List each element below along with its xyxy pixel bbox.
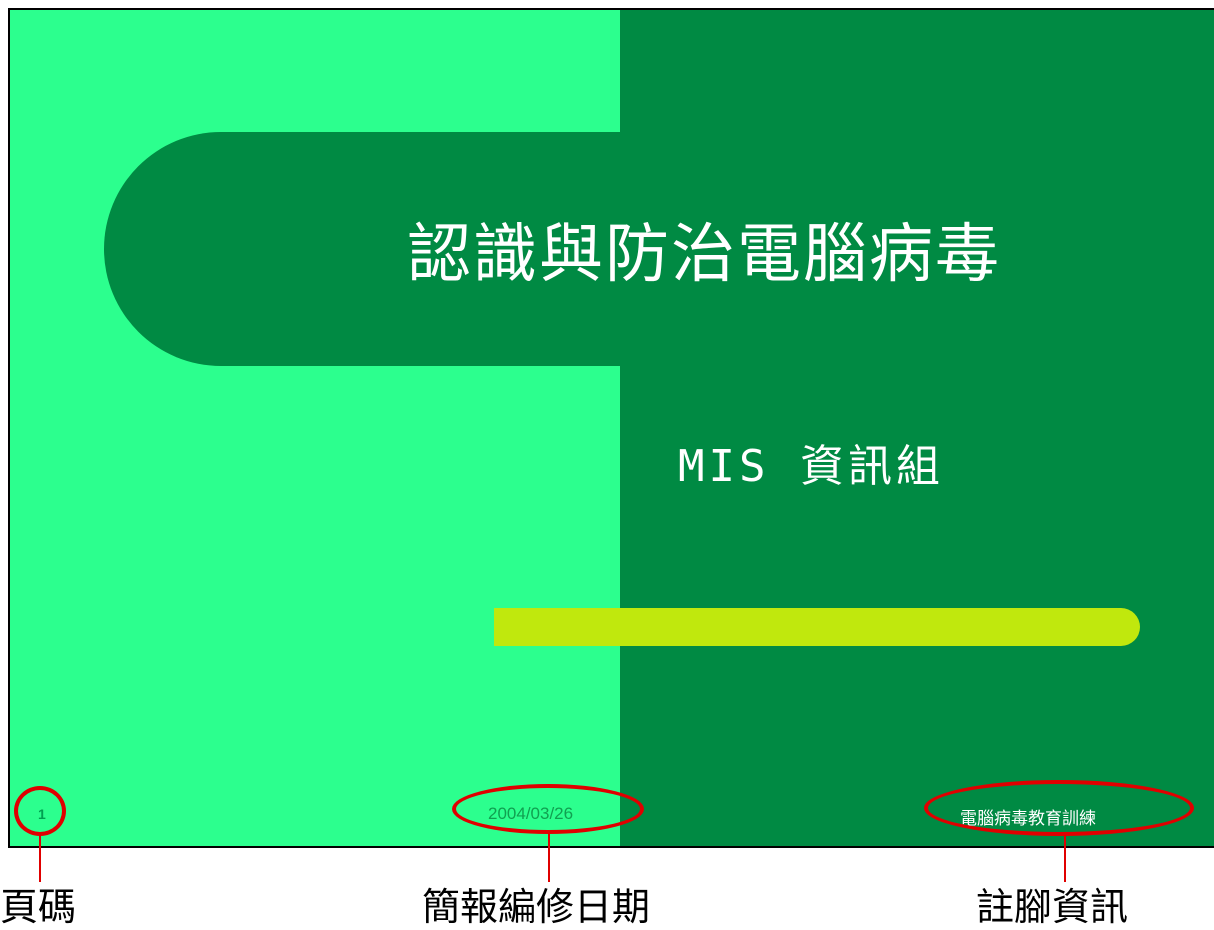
title-banner: 認識與防治電腦病毒 xyxy=(104,132,1214,366)
slide: 認識與防治電腦病毒 MIS 資訊組 1 2004/03/26 電腦病毒教育訓練 xyxy=(8,8,1214,848)
page-number-leader xyxy=(39,836,41,882)
accent-bar xyxy=(494,608,1140,646)
slide-subtitle: MIS 資訊組 xyxy=(678,441,944,492)
slide-title: 認識與防治電腦病毒 xyxy=(407,218,1001,292)
footer-caption: 註腳資訊 xyxy=(976,885,1129,929)
date-leader xyxy=(548,834,550,882)
page-number-marker xyxy=(14,786,66,836)
date-marker xyxy=(452,784,644,834)
footer-note-marker xyxy=(924,780,1194,836)
page-number-caption: 頁碼 xyxy=(0,885,77,929)
footer-note-leader xyxy=(1064,836,1066,882)
date-caption: 簡報編修日期 xyxy=(422,885,651,929)
